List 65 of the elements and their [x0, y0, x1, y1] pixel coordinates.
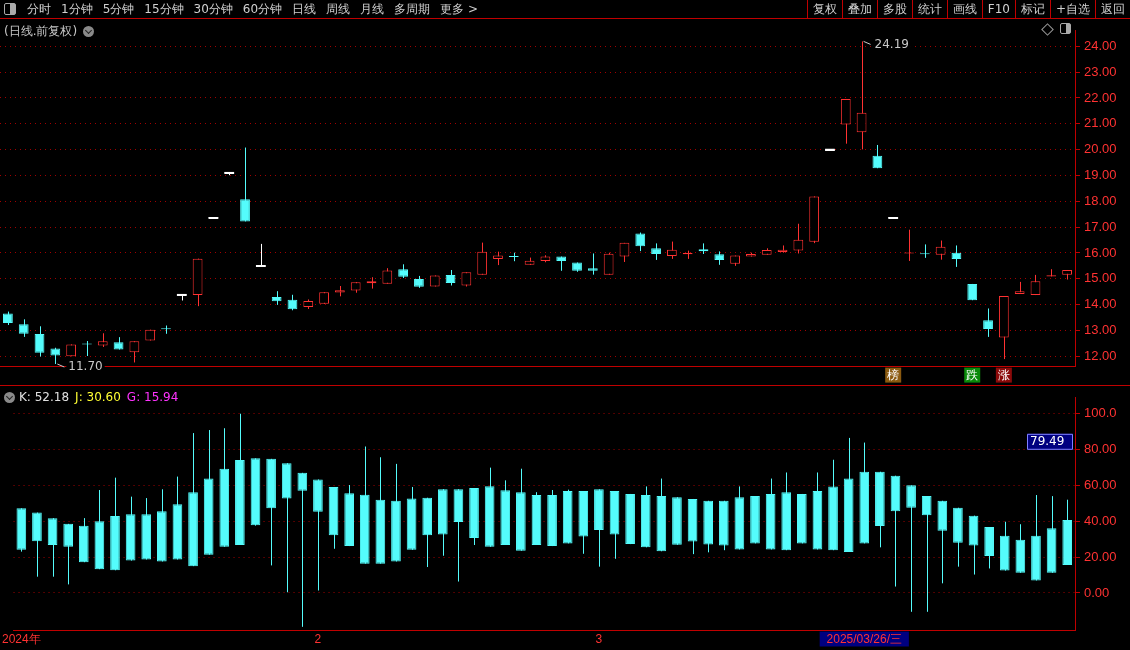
annotation: 24.19	[874, 36, 909, 51]
candlestick	[63, 523, 74, 585]
annotation: J: 30.60	[75, 390, 121, 404]
annotation: 79.49	[1030, 433, 1065, 448]
y-tick-label: 19.00	[1084, 167, 1117, 183]
y-tick-label: 20.00	[1084, 548, 1117, 564]
y-tick-label: 23.00	[1084, 63, 1117, 79]
x-tick-label: 2	[314, 632, 322, 647]
y-tick-label: 0.00	[1084, 584, 1110, 600]
text: 1分钟	[60, 0, 94, 18]
candlestick	[255, 243, 266, 267]
chart-title: (日线.前复权)	[4, 23, 78, 40]
y-tick-label: 40.00	[1084, 512, 1117, 528]
y-tick-label: 100.0	[1084, 405, 1117, 421]
candlestick	[34, 325, 45, 358]
y-tick-label: 21.00	[1084, 115, 1117, 131]
text: 复权	[806, 0, 842, 18]
text: 5分钟	[101, 0, 136, 18]
y-tick-label: 13.00	[1084, 322, 1117, 338]
y-tick-label: 22.00	[1084, 89, 1117, 105]
text: 多股	[876, 0, 912, 18]
text: 更多 >	[439, 0, 479, 18]
y-tick-label: 20.00	[1084, 141, 1117, 157]
text: 多周期	[393, 0, 432, 18]
y-tick-label: 60.00	[1084, 477, 1117, 493]
candlestick	[240, 147, 250, 222]
text: 返回	[1095, 0, 1130, 18]
y-tick-label: 15.00	[1084, 270, 1117, 286]
text: 日线	[291, 0, 318, 18]
x-tick-label: 3	[595, 632, 603, 647]
annotation: G: 15.94	[126, 390, 179, 404]
text: 周线	[325, 0, 352, 18]
x-tick-label: 2025/03/26/三	[826, 632, 902, 647]
x-tick-label: 跌	[966, 368, 979, 383]
text: 叠加	[841, 0, 877, 18]
y-tick-label: 14.00	[1084, 296, 1117, 312]
candlestick	[477, 242, 488, 276]
annotation: 11.70	[68, 359, 103, 374]
y-tick-label: 12.00	[1084, 347, 1117, 363]
candlestick	[840, 98, 851, 145]
candlestick	[587, 252, 598, 276]
y-tick-label: 24.00	[1084, 37, 1117, 53]
candlestick	[297, 472, 308, 628]
candlestick	[906, 484, 916, 613]
text: 标记	[1014, 0, 1050, 18]
text: F10	[981, 0, 1015, 18]
y-tick-label: 17.00	[1084, 218, 1117, 234]
text: 画线	[946, 0, 982, 18]
y-tick-label: 80.00	[1084, 441, 1117, 457]
text: 15分钟	[143, 0, 185, 18]
text: 月线	[359, 0, 386, 18]
y-tick-label: 16.00	[1084, 244, 1117, 260]
candlestick	[635, 232, 646, 252]
text: +自选	[1049, 0, 1095, 18]
candlestick	[935, 240, 946, 261]
text: 分时	[26, 0, 52, 18]
candlestick	[921, 495, 932, 613]
annotation: K: 52.18	[19, 390, 70, 404]
x-tick-label: 2024年	[2, 632, 41, 647]
text: 统计	[911, 0, 947, 18]
y-tick-label: 18.00	[1084, 192, 1117, 208]
text: 30分钟	[192, 0, 234, 18]
x-tick-label: 榜	[887, 368, 900, 383]
x-tick-label: 涨	[997, 368, 1010, 383]
text: 60分钟	[241, 0, 284, 18]
